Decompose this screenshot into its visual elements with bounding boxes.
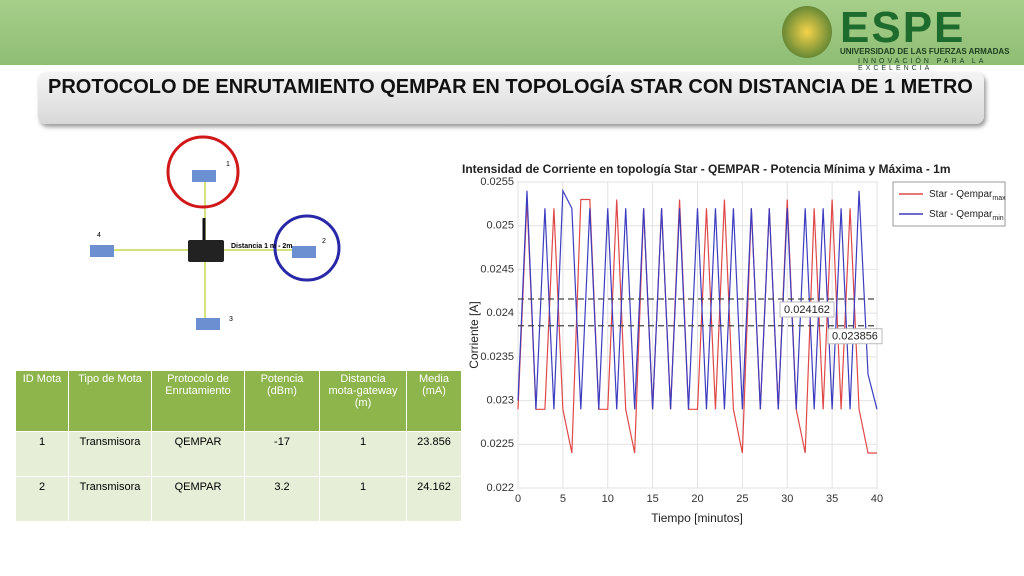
legend-name: Star - Qempar	[929, 189, 993, 200]
row: 2 Transmisora QEMPAR 3.2 1 24.162	[15, 476, 462, 522]
y-tick-label: 0.0255	[480, 176, 514, 188]
annotation-box	[827, 328, 883, 345]
cell: Transmisora	[68, 476, 152, 522]
cell: 2	[15, 476, 69, 522]
legend-subscript: max	[992, 195, 1006, 202]
y-tick-label: 0.025	[486, 220, 514, 232]
node-label: 3	[229, 316, 233, 323]
university: UNIVERSIDAD DE LAS FUERZAS ARMADAS	[840, 47, 1010, 56]
cell: 1	[319, 476, 407, 522]
x-tick-label: 15	[647, 493, 659, 505]
y-tick-label: 0.023	[486, 394, 514, 406]
series-line	[517, 198, 877, 454]
legend	[892, 181, 1006, 227]
legend-name: Star - Qempar	[929, 209, 993, 220]
cell: 1	[319, 431, 407, 477]
y-tick-label: 0.0225	[480, 438, 514, 450]
cell: 24.162	[406, 476, 462, 522]
y-tick-label: 0.0235	[480, 351, 514, 363]
mote	[196, 318, 220, 330]
crest	[782, 6, 832, 58]
legend-label: Star - Qemparmax	[929, 189, 1006, 202]
x-tick-label: 5	[560, 493, 566, 505]
link-label: Distancia 1 m - 2m	[231, 243, 292, 250]
x-tick-label: 35	[826, 493, 838, 505]
x-tick-label: 30	[781, 493, 793, 505]
legend-subscript: min	[992, 215, 1003, 222]
header-row: ID Mota Tipo de Mota Protocolo de Enrutami…	[15, 370, 462, 432]
annotation-box	[779, 301, 835, 318]
cell: Transmisora	[68, 431, 152, 477]
chart-title: Intensidad de Corriente en topología Sta…	[462, 162, 951, 176]
highlight-circle	[273, 214, 341, 282]
header-cell: Potencia (dBm)	[244, 370, 320, 432]
header-cell: Tipo de Mota	[68, 370, 152, 432]
x-tick-label: 0	[515, 493, 521, 505]
y-tick-label: 0.024	[486, 307, 514, 319]
x-tick-label: 20	[691, 493, 703, 505]
node-label: 2	[322, 238, 326, 245]
header-band	[0, 0, 1024, 65]
row: 1 Transmisora QEMPAR -17 1 23.856	[15, 431, 462, 477]
x-axis-label: Tiempo [minutos]	[651, 511, 743, 525]
logo: ESPE	[840, 3, 966, 52]
series-line	[517, 188, 878, 410]
y-tick-label: 0.022	[486, 482, 514, 494]
legend-label: Star - Qemparmin	[929, 209, 1004, 222]
x-tick-label: 40	[871, 493, 883, 505]
highlight-circle	[166, 135, 240, 209]
chart: Intensidad de Corriente en topología Sta…	[462, 162, 1006, 525]
header-cell: Protocolo de Enrutamiento	[151, 370, 245, 432]
cell: 23.856	[406, 431, 462, 477]
node-label: 4	[97, 232, 101, 239]
slide-title: PROTOCOLO DE ENRUTAMIENTO QEMPAR EN TOPO…	[48, 76, 973, 98]
y-axis-label: Corriente [A]	[467, 301, 481, 368]
motto: INNOVACIÓN PARA LA EXCELENCIA	[858, 58, 987, 72]
y-tick-label: 0.0245	[480, 263, 514, 275]
annotation: 0.024162	[784, 304, 830, 316]
cell: -17	[244, 431, 320, 477]
header-cell: ID Mota	[15, 370, 69, 432]
node-label: 1	[226, 161, 230, 168]
title-box	[38, 72, 984, 124]
x-tick-label: 25	[736, 493, 748, 505]
mote	[90, 245, 114, 257]
header-cell: Media (mA)	[406, 370, 462, 432]
cell: 3.2	[244, 476, 320, 522]
x-tick-label: 10	[602, 493, 614, 505]
mote	[292, 246, 316, 258]
cell: QEMPAR	[151, 476, 245, 522]
mote	[192, 170, 216, 182]
gateway	[188, 240, 224, 262]
header-cell: Distancia mota-gateway (m)	[319, 370, 407, 432]
table: ID Mota Tipo de Mota Protocolo de Enrutami…	[15, 370, 462, 522]
annotation: 0.023856	[832, 331, 878, 343]
diagram: 1 2 3 4 Distancia 1 m - 2m	[90, 135, 341, 330]
cell: QEMPAR	[151, 431, 245, 477]
cell: 1	[15, 431, 69, 477]
